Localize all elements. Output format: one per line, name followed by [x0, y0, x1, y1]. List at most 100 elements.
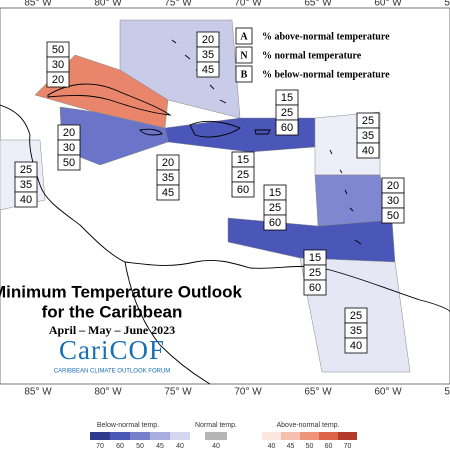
- colorbar-tick-label: 60: [116, 443, 124, 450]
- probability-value: 25: [309, 267, 321, 279]
- colorbar-tick-label: 50: [306, 443, 314, 450]
- longitude-bottom: 85° W 80° W 75° W 70° W 65° W 60° W 55° W: [24, 387, 450, 398]
- colorbar-tick-label: 45: [156, 443, 164, 450]
- probability-cell: [57, 154, 81, 171]
- colorbar-label: Above-normal temp.: [276, 422, 339, 429]
- probability-value: 60: [269, 217, 281, 229]
- key-letter: A: [240, 31, 248, 42]
- colorbar-label: Below-normal temp.: [97, 422, 159, 429]
- colorbar-tick-label: 50: [136, 443, 144, 450]
- key: A % above-normal temperature N % normal tem…: [235, 27, 390, 83]
- coast-jamaica: [139, 128, 163, 136]
- colorbar-tick-label: 70: [344, 443, 352, 450]
- coast-cuba: [47, 83, 172, 116]
- probability-cell: [356, 142, 380, 159]
- longitude-label: 65° W: [304, 0, 332, 9]
- probability-value: 45: [202, 64, 214, 76]
- probability-value: 25: [20, 164, 32, 176]
- key-letter-box: [235, 27, 253, 45]
- probability-value: 20: [52, 74, 64, 86]
- probability-cell: [14, 191, 38, 208]
- probability-value: 35: [350, 325, 362, 337]
- probability-value: 40: [350, 340, 362, 352]
- probability-value: 20: [63, 127, 75, 139]
- probability-value: 25: [281, 107, 293, 119]
- colorbar-swatch: [205, 432, 227, 440]
- probability-cell: [196, 61, 220, 78]
- probability-value: 15: [237, 154, 249, 166]
- probability-value: 15: [269, 187, 281, 199]
- colorbar-tick-label: 45: [287, 443, 295, 450]
- probability-cell: [263, 214, 287, 231]
- subtitle: for the Caribbean: [42, 302, 183, 321]
- key-text: % below-normal temperature: [262, 69, 390, 80]
- probability-value: 40: [20, 194, 32, 206]
- colorbar-tick-label: 40: [268, 443, 276, 450]
- longitude-label: 80° W: [94, 0, 122, 9]
- coast-puerto-rico: [254, 129, 271, 135]
- longitude-label: 60° W: [374, 0, 402, 9]
- longitude-label: 60° W: [374, 387, 402, 398]
- longitude-top: 85° W 80° W 75° W 70° W 65° W 60° W 55° W: [24, 0, 450, 9]
- probability-cell: [344, 337, 368, 354]
- colorbar-swatch: [110, 432, 130, 440]
- colorbar-tick-label: 60: [325, 443, 333, 450]
- colorbar-swatch: [300, 432, 319, 440]
- probability-cell: [46, 71, 70, 88]
- probability-cell: [275, 119, 299, 136]
- probability-value: 20: [162, 157, 174, 169]
- longitude-label: 75° W: [164, 387, 192, 398]
- colorbar-swatch: [338, 432, 357, 440]
- colorbar-swatch: [90, 432, 110, 440]
- probability-value: 20: [387, 180, 399, 192]
- probability-value: 35: [162, 172, 174, 184]
- key-letter: B: [241, 69, 248, 80]
- probability-value: 50: [387, 210, 399, 222]
- colorbar: Below-normal temp. 70 60 50 45 40 Normal temp.…: [90, 422, 357, 450]
- probability-cell: [231, 181, 255, 198]
- longitude-label: 55° W: [444, 387, 450, 398]
- probability-value: 30: [52, 59, 64, 71]
- colorbar-swatch: [130, 432, 150, 440]
- key-letter-box: [235, 65, 253, 83]
- probability-cell: [303, 279, 327, 296]
- period: April – May – June 2023: [49, 323, 175, 337]
- logo: CariCOF: [59, 335, 165, 365]
- region-windwards: [314, 174, 393, 227]
- title-block: Minimum Temperature Outlook for the Cari…: [0, 282, 243, 374]
- longitude-label: 70° W: [234, 0, 262, 9]
- probability-value: 45: [162, 187, 174, 199]
- longitude-label: 80° W: [94, 387, 122, 398]
- key-text: % above-normal temperature: [262, 31, 390, 42]
- logo-tagline: CARIBBEAN CLIMATE OUTLOOK FORUM: [54, 369, 171, 375]
- probability-cell: [156, 184, 180, 201]
- probability-value: 25: [269, 202, 281, 214]
- probability-value: 50: [63, 157, 75, 169]
- coast-hispaniola: [189, 120, 241, 138]
- longitude-label: 85° W: [24, 0, 52, 9]
- probability-value: 35: [20, 179, 32, 191]
- probability-value: 35: [202, 49, 214, 61]
- longitude-label: 55° W: [444, 0, 450, 9]
- probability-value: 25: [350, 310, 362, 322]
- probability-value: 35: [362, 130, 374, 142]
- probability-value: 20: [202, 34, 214, 46]
- colorbar-swatch: [262, 432, 281, 440]
- probability-value: 25: [362, 115, 374, 127]
- colorbar-tick-label: 40: [176, 443, 184, 450]
- longitude-label: 70° W: [234, 387, 262, 398]
- colorbar-swatch: [319, 432, 338, 440]
- probability-cell: [381, 207, 405, 224]
- colorbar-tick-label: 40: [212, 443, 220, 450]
- title: Minimum Temperature Outlook: [0, 282, 243, 301]
- longitude-label: 75° W: [164, 0, 192, 9]
- probability-boxes: 50 30 20 20 35 45 20 30 50 20 35 45 15 25 60 15 25 60 25 35…: [14, 31, 405, 354]
- probability-value: 50: [52, 44, 64, 56]
- probability-value: 15: [309, 252, 321, 264]
- colorbar-swatch: [281, 432, 300, 440]
- colorbar-tick-label: 70: [96, 443, 104, 450]
- colorbar-label: Normal temp.: [195, 422, 237, 429]
- probability-value: 60: [237, 184, 249, 196]
- key-letter: N: [240, 50, 248, 61]
- longitude-label: 65° W: [304, 387, 332, 398]
